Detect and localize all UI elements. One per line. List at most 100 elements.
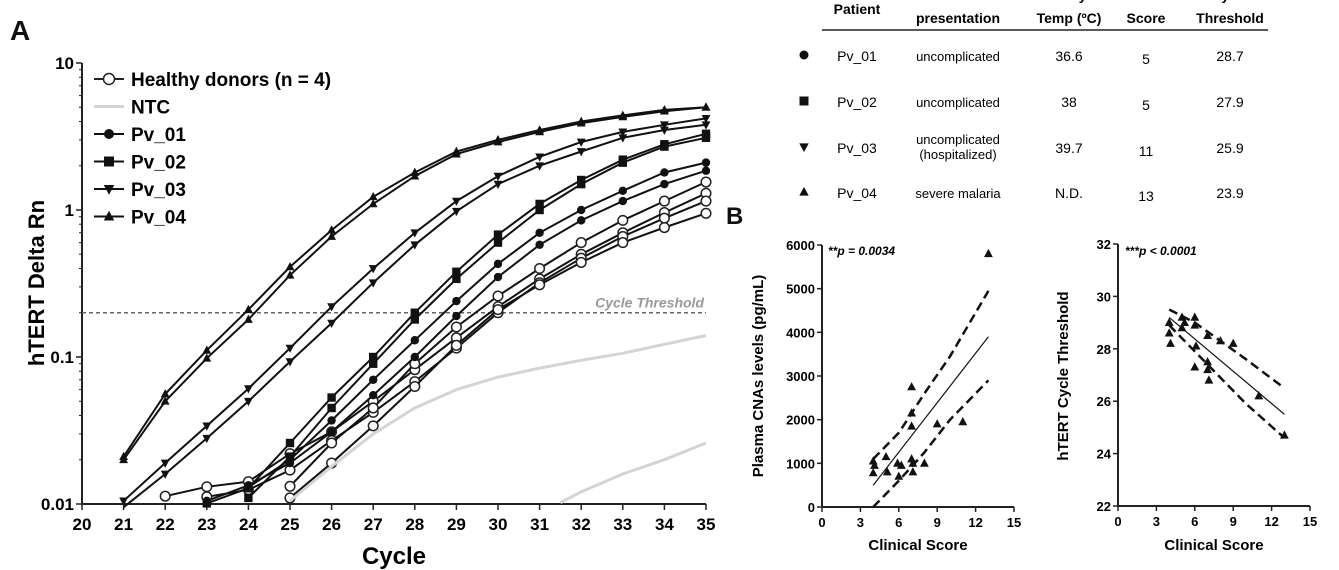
data-point xyxy=(244,484,253,493)
p-value-annotation: **p = 0.0034 xyxy=(828,244,895,258)
row-marker xyxy=(799,143,809,153)
x-tick-label: 15 xyxy=(1303,514,1317,529)
legend-marker xyxy=(104,156,114,167)
cell-presentation-line: (hospitalized) xyxy=(919,147,996,162)
cell-ct: 23.9 xyxy=(1216,185,1243,201)
data-point xyxy=(958,417,968,426)
data-point xyxy=(327,303,337,312)
ci-upper-band xyxy=(1168,308,1286,390)
y-tick-label: 0.01 xyxy=(41,495,74,514)
data-point xyxy=(660,179,669,189)
cell-ct: 27.9 xyxy=(1216,94,1243,110)
data-point xyxy=(1203,357,1213,366)
x-ticks: 20 21 22 23 24 25 26 27 28 29 30 31 32 33 34 35 xyxy=(73,504,715,534)
legend-label: Pv_01 xyxy=(131,125,186,146)
data-point xyxy=(285,458,295,468)
data-point xyxy=(701,158,711,167)
data-point xyxy=(700,207,712,219)
data-point xyxy=(1164,317,1174,326)
y-tick-label: 32 xyxy=(1097,237,1111,252)
data-point xyxy=(160,396,170,405)
data-point xyxy=(284,480,296,492)
x-tick-label: 6 xyxy=(895,515,902,530)
cell-temp: N.D. xyxy=(1055,185,1083,201)
data-point xyxy=(367,402,379,414)
x-tick-label: 31 xyxy=(530,515,549,534)
data-point xyxy=(576,118,586,127)
cell-temp: 39.7 xyxy=(1055,140,1082,156)
cell-patient: Pv_02 xyxy=(837,94,877,110)
series-line xyxy=(247,136,707,499)
data-point xyxy=(369,375,378,384)
cell-temp: 38 xyxy=(1061,94,1077,110)
row-marker xyxy=(799,96,809,106)
legend-label: Pv_02 xyxy=(131,153,186,174)
cell-patient: Pv_04 xyxy=(837,185,877,201)
regression-line xyxy=(1168,316,1285,415)
header-clinical-presentation: Clinicalpresentation xyxy=(916,0,1000,26)
data-point xyxy=(493,230,503,239)
panel-label-a: A xyxy=(10,15,30,46)
series-group xyxy=(119,102,712,509)
ci-lower-band xyxy=(1168,324,1286,439)
data-point xyxy=(870,460,879,469)
data-point xyxy=(908,458,918,467)
data-point xyxy=(575,256,587,268)
data-point xyxy=(659,106,669,115)
data-point xyxy=(492,304,504,316)
data-point xyxy=(659,126,669,135)
legend-marker xyxy=(103,210,115,221)
cell-presentation-line: uncomplicated xyxy=(916,49,1000,64)
data-point xyxy=(160,470,170,479)
data-point xyxy=(658,195,670,207)
data-point xyxy=(451,197,461,206)
y-tick-label: 0.1 xyxy=(50,348,74,367)
data-point xyxy=(119,454,129,464)
data-point xyxy=(575,237,587,249)
data-point xyxy=(327,416,336,425)
x-tick-label: 9 xyxy=(934,515,941,530)
data-point xyxy=(658,212,670,224)
x-tick-label: 15 xyxy=(1007,515,1021,530)
y-tick-label: 6000 xyxy=(786,238,815,253)
plot-area xyxy=(1164,308,1289,439)
regression-line xyxy=(872,336,989,486)
data-point xyxy=(1164,328,1174,337)
x-tick-label: 29 xyxy=(447,515,466,534)
data-point xyxy=(919,458,929,467)
data-point xyxy=(410,315,419,324)
data-point xyxy=(410,336,419,345)
data-point xyxy=(700,176,712,188)
data-point xyxy=(1204,375,1214,384)
ci-lower-band xyxy=(872,379,990,508)
cycle-threshold-label: Cycle Threshold xyxy=(595,295,704,311)
data-point xyxy=(881,451,891,461)
y-tick-label: 2000 xyxy=(786,413,815,428)
y-tick-label: 26 xyxy=(1097,394,1111,409)
cell-presentation-line: uncomplicated xyxy=(916,95,1000,110)
data-point xyxy=(907,408,917,417)
legend-marker xyxy=(103,185,115,195)
y-axis-label: hTERT Delta Rn xyxy=(24,200,49,366)
data-point xyxy=(369,352,378,362)
data-point xyxy=(1228,338,1238,347)
data-point xyxy=(660,168,669,177)
data-point xyxy=(493,272,503,282)
data-point xyxy=(1190,362,1200,371)
x-tick-label: 24 xyxy=(239,515,258,534)
data-point xyxy=(493,259,503,269)
data-point xyxy=(368,191,378,201)
data-point xyxy=(932,419,942,428)
cell-temp: 36.6 xyxy=(1055,48,1082,64)
data-point xyxy=(894,471,904,480)
x-tick-label: 20 xyxy=(73,515,92,534)
data-point xyxy=(535,127,545,136)
data-point xyxy=(409,380,421,393)
data-point xyxy=(285,452,295,461)
data-point xyxy=(327,403,336,413)
data-point xyxy=(701,115,711,124)
y-ticks: 0.01 0.1 1 10 xyxy=(41,54,82,514)
data-point xyxy=(369,390,378,400)
